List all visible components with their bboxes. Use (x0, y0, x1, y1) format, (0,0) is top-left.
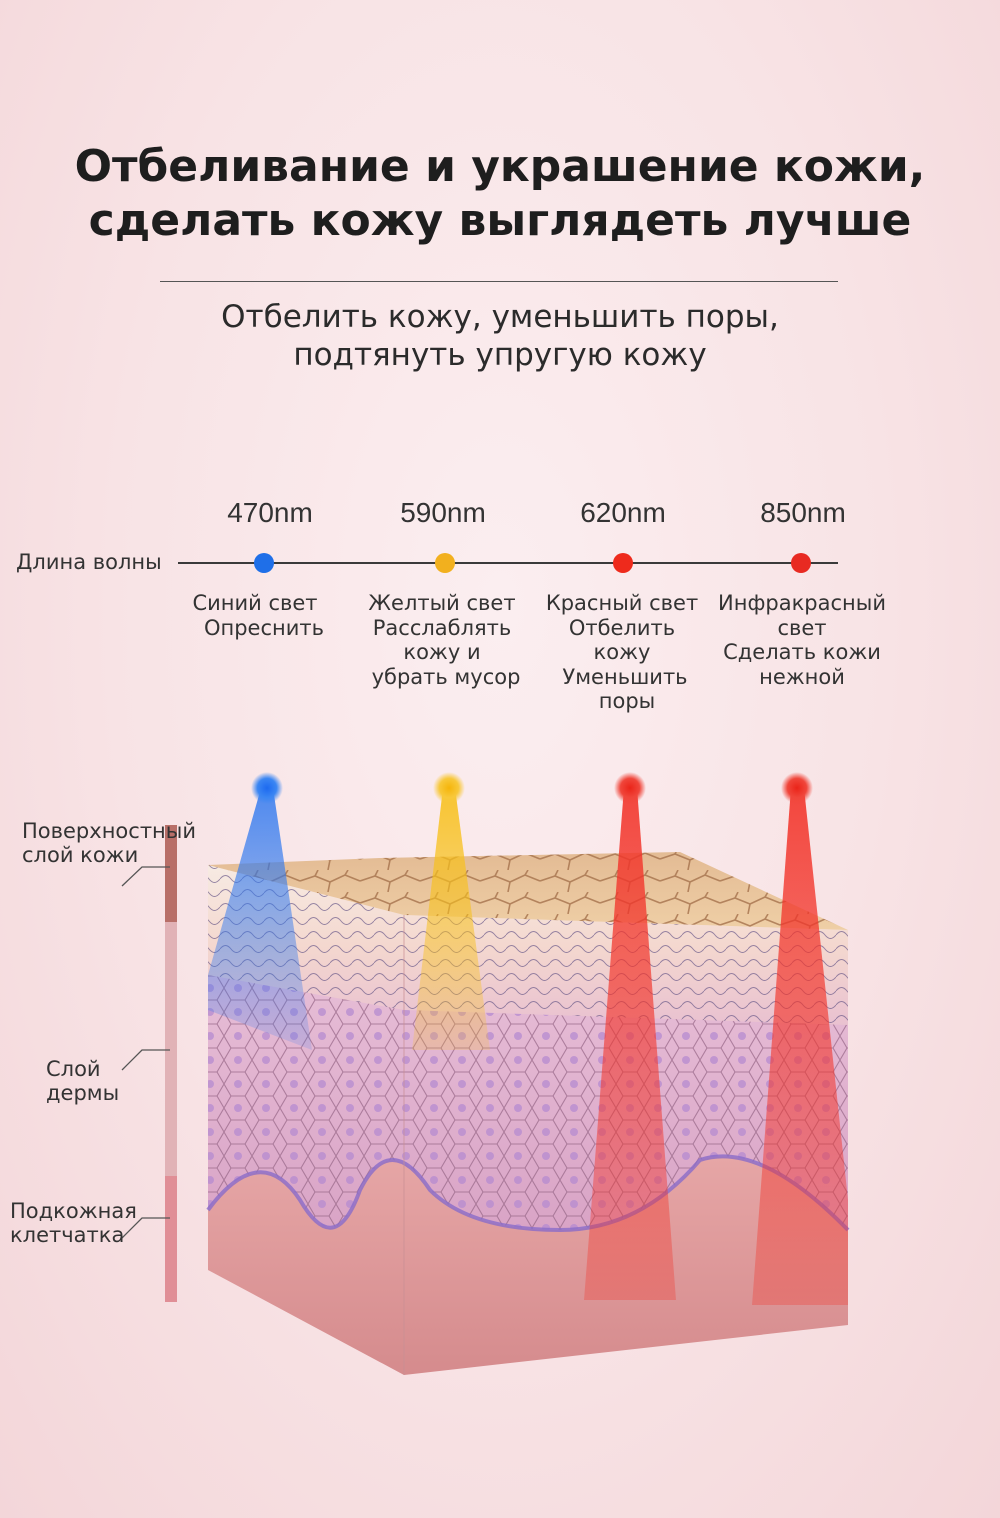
label-line: Слой (46, 1057, 101, 1081)
blue-light-description: Синий свет Опреснить (165, 591, 345, 640)
yellow-light-dot (435, 553, 455, 573)
yellow-light-description: Желтый свет Расслаблять кожу и убрать му… (352, 591, 532, 689)
label-line: клетчатка (10, 1223, 125, 1247)
desc-line: Сделать кожи (723, 640, 881, 664)
wavelength-axis-label: Длина волны (16, 550, 162, 574)
epidermis-label: Поверхностный слой кожи (22, 819, 196, 867)
epidermis-leader (121, 866, 170, 887)
label-line: слой кожи (22, 843, 139, 867)
yellow-beam (412, 788, 490, 1050)
wavelength-470: 470nm (227, 497, 313, 528)
skin-surface-texture (208, 852, 848, 930)
subcutis-block (208, 1156, 848, 1375)
desc-line: Опреснить (203, 615, 325, 640)
wavelength-axis-line (178, 562, 838, 564)
blue-beam (208, 788, 312, 1050)
desc-line: Инфракрасный (718, 591, 886, 615)
subcutis-leader (121, 1217, 170, 1239)
desc-line: кожу и (403, 640, 481, 664)
dermis-bar (165, 922, 177, 1176)
desc-line: Уменьшить (562, 664, 688, 689)
yellow-led-icon (433, 772, 465, 804)
dermis-label: Слой дермы (46, 1057, 119, 1105)
infrared-light-dot (791, 553, 811, 573)
skin-layers-diagram (121, 772, 850, 1375)
subtitle-line-1: Отбелить кожу, уменьшить поры, (221, 299, 779, 335)
subcutis-bar (165, 1176, 177, 1302)
blue-led-icon (251, 772, 283, 804)
label-line: дермы (46, 1081, 120, 1105)
wavelength-620: 620nm (580, 497, 666, 528)
title-divider (160, 281, 838, 282)
desc-line: поры (598, 689, 656, 713)
subcutis-label: Подкожная клетчатка (10, 1199, 137, 1247)
infrared-light-description: Инфракрасный свет Сделать кожи нежной (712, 591, 892, 689)
infrared-led-icon (781, 772, 813, 804)
red-led-icon (614, 772, 646, 804)
wavelength-850: 850nm (760, 497, 846, 528)
desc-line: Отбелить (568, 615, 676, 640)
wavelength-590: 590nm (400, 497, 486, 528)
desc-line: Расслаблять (372, 615, 512, 640)
epidermis-texture (208, 865, 848, 1025)
red-light-description: Красный свет Отбелить кожу Уменьшить пор… (532, 591, 712, 714)
dermis-leader (121, 1049, 170, 1071)
desc-line: нежной (759, 664, 845, 689)
dermis-cells (208, 950, 848, 1230)
page-title: Отбеливание и украшение кожи, сделать ко… (0, 140, 1000, 248)
red-light-dot (613, 553, 633, 573)
title-line-1: Отбеливание и украшение кожи, (74, 141, 926, 192)
title-line-2: сделать кожу выглядеть лучше (88, 195, 912, 246)
desc-line: кожу (593, 640, 651, 664)
desc-line: свет (777, 615, 827, 640)
desc-line: Красный свет (545, 591, 699, 615)
blue-light-dot (254, 553, 274, 573)
infrared-beam (752, 788, 848, 1305)
red-beam (584, 788, 676, 1300)
desc-line: Синий свет (192, 591, 318, 615)
subtitle-line-2: подтянуть упругую кожу (293, 337, 707, 373)
basement-membrane (206, 1154, 850, 1233)
desc-line: убрать мусор (371, 664, 521, 689)
desc-line: Желтый свет (368, 591, 516, 615)
page-subtitle: Отбелить кожу, уменьшить поры, подтянуть… (0, 298, 1000, 374)
label-line: Подкожная (10, 1199, 137, 1223)
label-line: Поверхностный (22, 819, 197, 843)
epidermis-bar (165, 825, 177, 922)
